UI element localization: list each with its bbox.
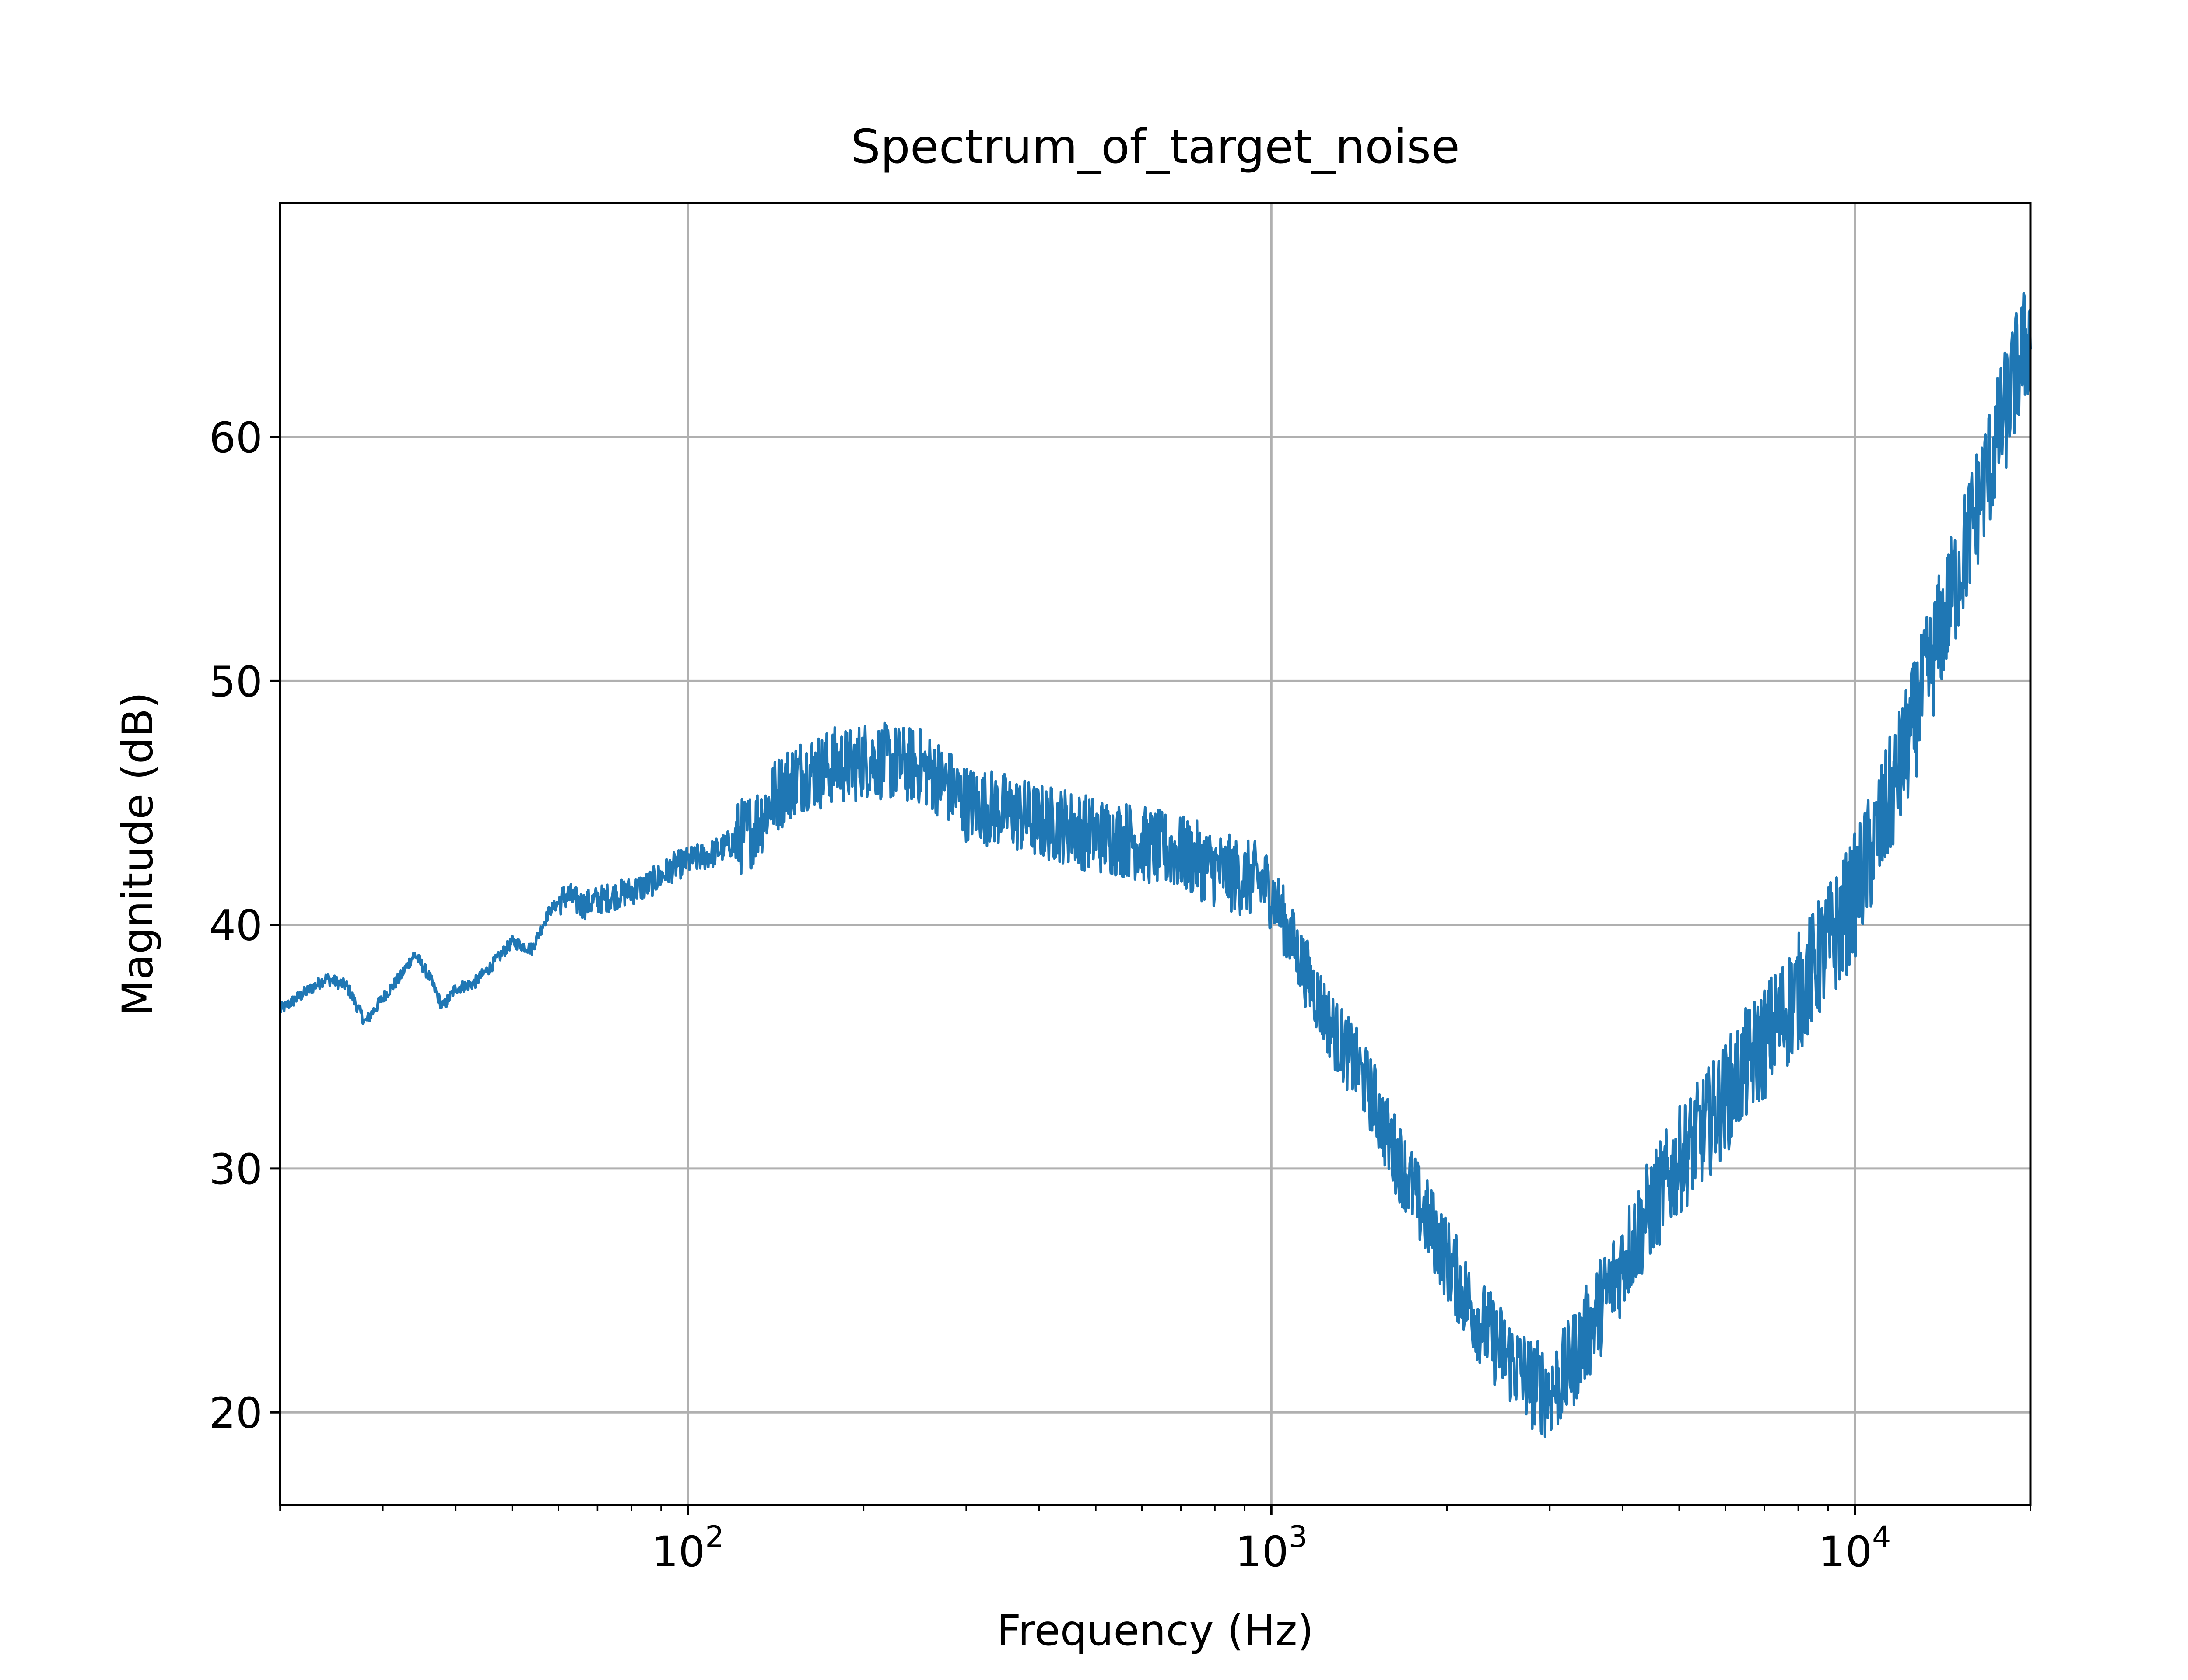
y-axis-label: Magnitude (dB) [113, 692, 162, 1016]
plot-area [279, 292, 2032, 1438]
x-tick-label: 102 [652, 1520, 724, 1576]
x-axis-label: Frequency (Hz) [997, 1606, 1314, 1655]
chart-title: Spectrum_of_target_noise [851, 120, 1460, 174]
y-tick-label: 20 [209, 1389, 263, 1438]
y-tick-label: 50 [209, 657, 263, 706]
y-tick-label: 30 [209, 1145, 263, 1194]
series-line [279, 292, 2032, 1438]
y-axis: 20 30 40 50 60 [209, 413, 280, 1438]
x-axis: 102 103 104 [279, 1505, 2031, 1576]
y-tick-label: 60 [209, 413, 263, 462]
y-tick-label: 40 [209, 901, 263, 950]
axes-frame [279, 202, 2032, 1506]
